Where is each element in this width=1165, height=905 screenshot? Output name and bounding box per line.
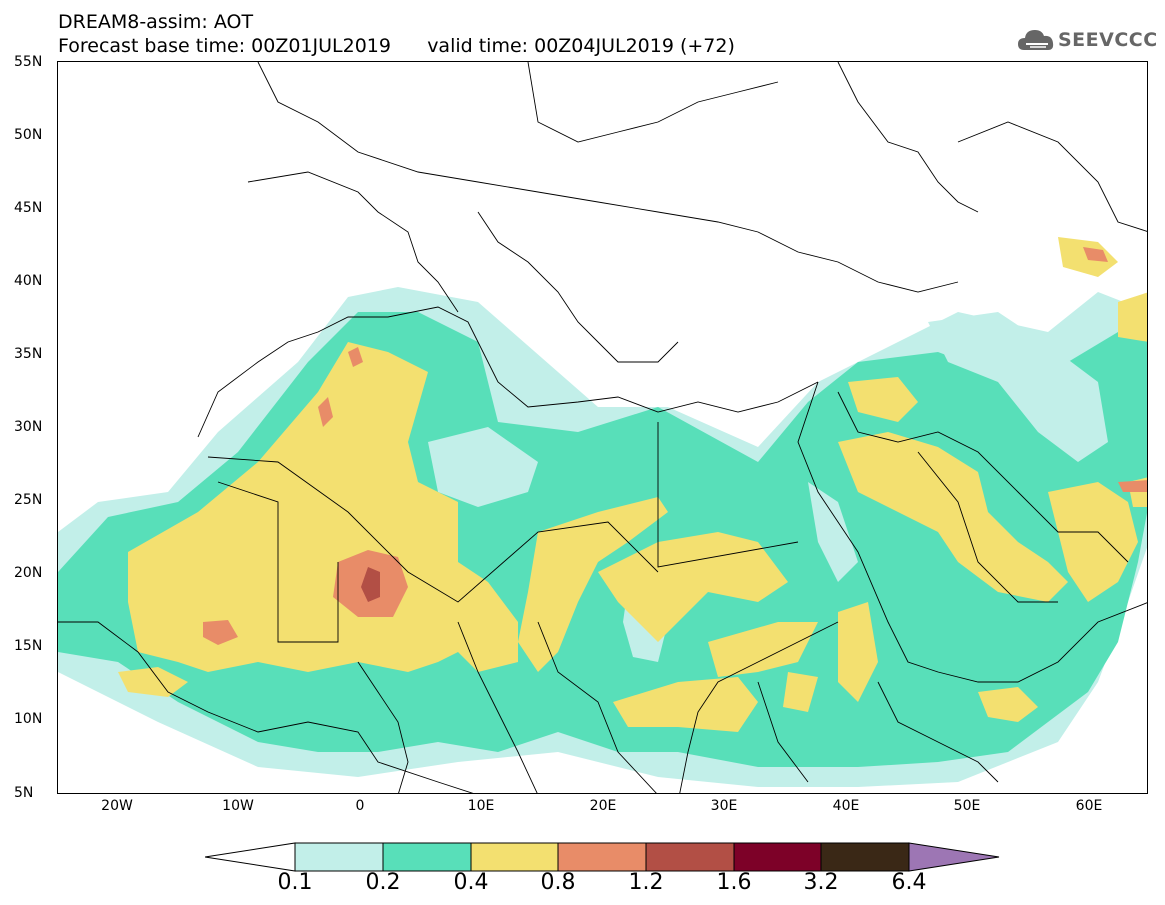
colorbar-bin-0.4-0.8 [470, 842, 559, 872]
lon-label-20e: 20E [589, 798, 617, 814]
lon-label-10w: 10W [222, 798, 254, 814]
lon-label-40e: 40E [832, 798, 860, 814]
lon-label-60e: 60E [1075, 798, 1103, 814]
lat-label-35n: 35N [14, 346, 43, 362]
colorbar-label-0.2: 0.2 [365, 870, 401, 895]
lon-label-50e: 50E [953, 798, 981, 814]
cloud-icon [1018, 30, 1054, 50]
lat-label-40n: 40N [14, 273, 43, 289]
aot-band-0.4 [128, 342, 518, 672]
map-area [57, 61, 1148, 794]
colorbar-bin-0.8-1.2 [557, 842, 647, 872]
colorbar-label-1.2: 1.2 [628, 870, 664, 895]
lat-label-25n: 25N [14, 492, 43, 508]
colorbar-label-6.4: 6.4 [891, 870, 927, 895]
colorbar-bin-0.2-0.4 [382, 842, 472, 872]
lat-label-30n: 30N [14, 419, 43, 435]
colorbar-bin-1.6-3.2 [733, 842, 822, 872]
forecast-times: Forecast base time: 00Z01JUL2019 valid t… [58, 35, 735, 57]
lat-label-10n: 10N [14, 711, 43, 727]
lat-label-20n: 20N [14, 565, 43, 581]
colorbar-bin-3.2-6.4 [820, 842, 910, 872]
lat-label-55n: 55N [14, 54, 43, 70]
lat-label-45n: 45N [14, 200, 43, 216]
aot-map [58, 62, 1147, 793]
colorbar-over [908, 842, 1000, 872]
colorbar-label-1.6: 1.6 [716, 870, 752, 895]
colorbar-label-0.4: 0.4 [453, 870, 489, 895]
lon-label-20w: 20W [101, 798, 133, 814]
colorbar-bin-0.1-0.2 [294, 842, 384, 872]
lon-label-30e: 30E [710, 798, 738, 814]
lat-label-5n: 5N [14, 785, 34, 801]
colorbar-bin-1.2-1.6 [645, 842, 735, 872]
colorbar-label-3.2: 3.2 [803, 870, 839, 895]
colorbar-label-0.8: 0.8 [540, 870, 576, 895]
lon-label-0: 0 [355, 798, 365, 814]
lon-label-10e: 10E [467, 798, 495, 814]
colorbar-under [205, 842, 296, 872]
colorbar-label-0.1: 0.1 [277, 870, 313, 895]
logo-text: SEEVCCC [1058, 29, 1158, 51]
colorbar [205, 842, 1000, 872]
map-title: DREAM8-assim: AOT [58, 11, 254, 33]
lat-label-50n: 50N [14, 127, 43, 143]
lat-label-15n: 15N [14, 638, 43, 654]
